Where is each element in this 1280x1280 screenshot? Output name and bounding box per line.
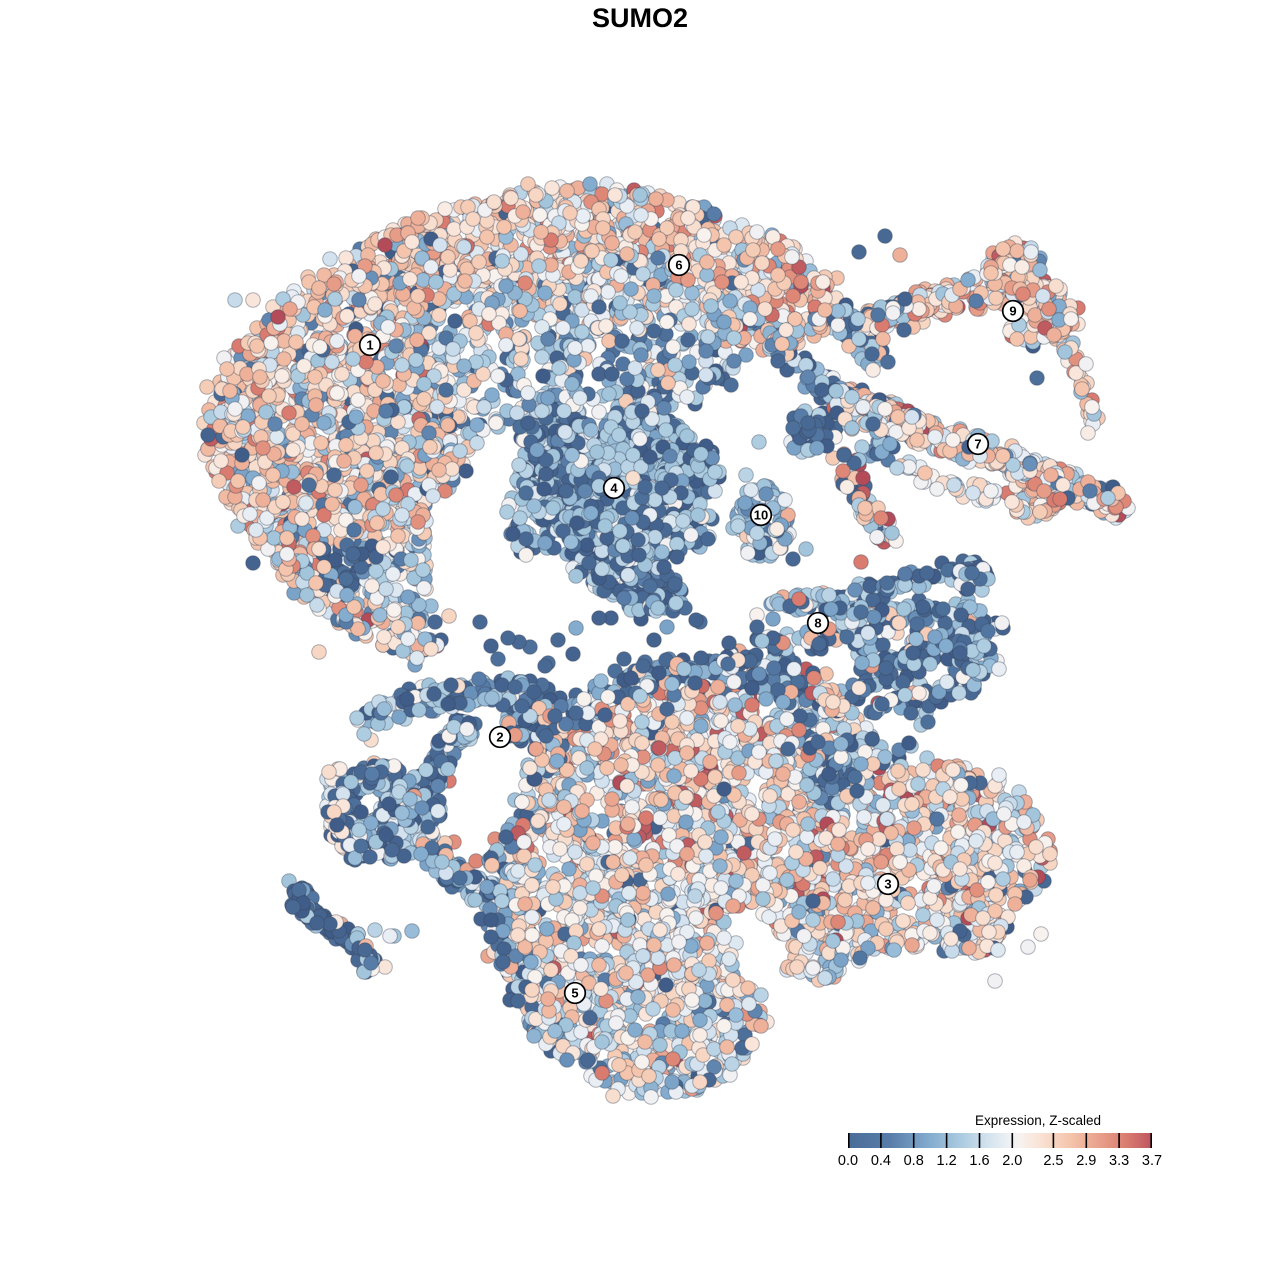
svg-text:SUMO2: SUMO2 [592,3,688,33]
